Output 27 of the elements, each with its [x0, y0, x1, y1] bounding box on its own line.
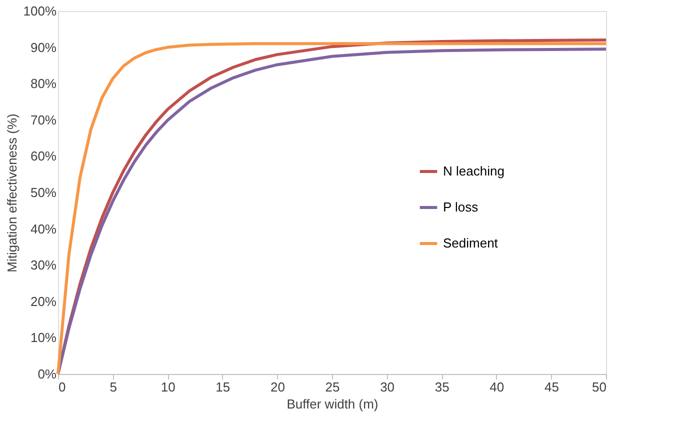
x-tick-label: 50	[592, 380, 606, 394]
x-tick-label: 15	[216, 380, 230, 394]
y-tick-label: 90%	[30, 40, 57, 55]
x-tick-label: 35	[434, 380, 450, 394]
legend-label: P loss	[443, 200, 479, 214]
y-axis-title: Mitigation effectiveness (%)	[4, 114, 20, 272]
x-tick-label: 0	[58, 380, 66, 394]
y-tick-label: 70%	[30, 112, 57, 128]
y-tick-label: 20%	[30, 294, 57, 309]
legend-label: Sediment	[443, 236, 498, 250]
x-tick-label: 5	[110, 380, 117, 394]
y-tick-label: 40%	[30, 221, 57, 236]
x-tick-label: 20	[270, 380, 285, 394]
x-tick-label: 30	[380, 380, 395, 394]
legend-label: N leaching	[443, 164, 504, 178]
x-tick-label: 10	[160, 380, 176, 394]
y-tick-label: 80%	[30, 76, 57, 92]
x-tick-label: 45	[544, 380, 559, 394]
x-axis-title: Buffer width (m)	[286, 396, 378, 412]
x-tick-label: 25	[325, 380, 340, 394]
x-tick-label: 40	[490, 380, 504, 394]
y-tick-label: 30%	[30, 258, 57, 273]
y-tick-label: 100%	[23, 4, 57, 18]
y-tick-label: 10%	[30, 330, 57, 346]
y-tick-label: 60%	[30, 148, 57, 164]
y-tick-label: 50%	[30, 185, 57, 200]
y-tick-label: 0%	[38, 366, 57, 382]
